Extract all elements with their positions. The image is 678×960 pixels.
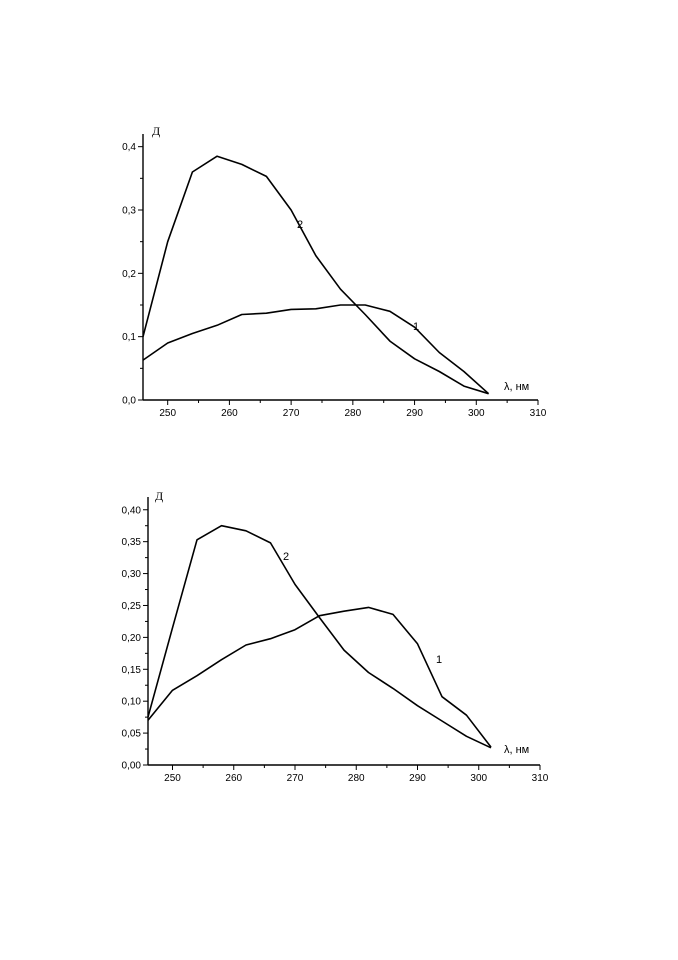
y-tick-label: 0,3 [122,206,136,217]
x-tick-label: 280 [348,773,365,784]
series-line-2 [147,524,492,749]
y-tick-label: 0,4 [122,142,136,153]
y-tick-label: 0,0 [122,396,136,407]
y-tick-label: 0,30 [122,569,142,580]
x-tick-label: 290 [406,408,423,419]
x-tick-label: 300 [468,408,485,419]
y-tick-label: 0,10 [122,697,142,708]
y-axis-label: Д [155,489,163,503]
x-axis-label: λ, нм [504,381,529,393]
x-tick-label: 250 [164,773,181,784]
x-tick-label: 310 [532,773,549,784]
x-tick-label: 260 [225,773,242,784]
y-tick-label: 0,25 [122,601,142,612]
x-tick-label: 250 [159,408,176,419]
x-tick-label: 260 [221,408,238,419]
y-tick-label: 0,2 [122,269,136,280]
series-label-1: 1 [436,654,442,666]
y-tick-label: 0,20 [122,633,142,644]
series-label-1: 1 [413,321,419,333]
y-tick-label: 0,05 [122,729,142,740]
y-tick-label: 0,00 [122,761,142,772]
x-tick-label: 300 [470,773,487,784]
y-tick-label: 0,35 [122,537,142,548]
chart-1: 250 260 270 280 290 300 310 0,0 0,1 0,2 0,3 0,4 Дλ, … [122,124,547,419]
x-tick-label: 270 [287,773,304,784]
y-tick-label: 0,15 [122,665,142,676]
y-axis-label: Д [152,124,160,138]
series-line-1 [142,304,490,395]
x-tick-label: 280 [345,408,362,419]
x-axis-label: λ, нм [504,744,529,756]
series-line-2 [142,155,489,395]
series-line-1 [147,606,492,748]
y-tick-label: 0,40 [122,505,142,516]
x-tick-label: 290 [409,773,426,784]
chart-2: 250 260 270 280 290 300 310 0,00 0,05 0,10 0,15 0,2… [122,489,549,784]
x-tick-label: 310 [530,408,547,419]
series-label-2: 2 [283,551,289,563]
y-tick-label: 0,1 [122,332,136,343]
x-tick-label: 270 [283,408,300,419]
series-label-2: 2 [297,219,303,231]
